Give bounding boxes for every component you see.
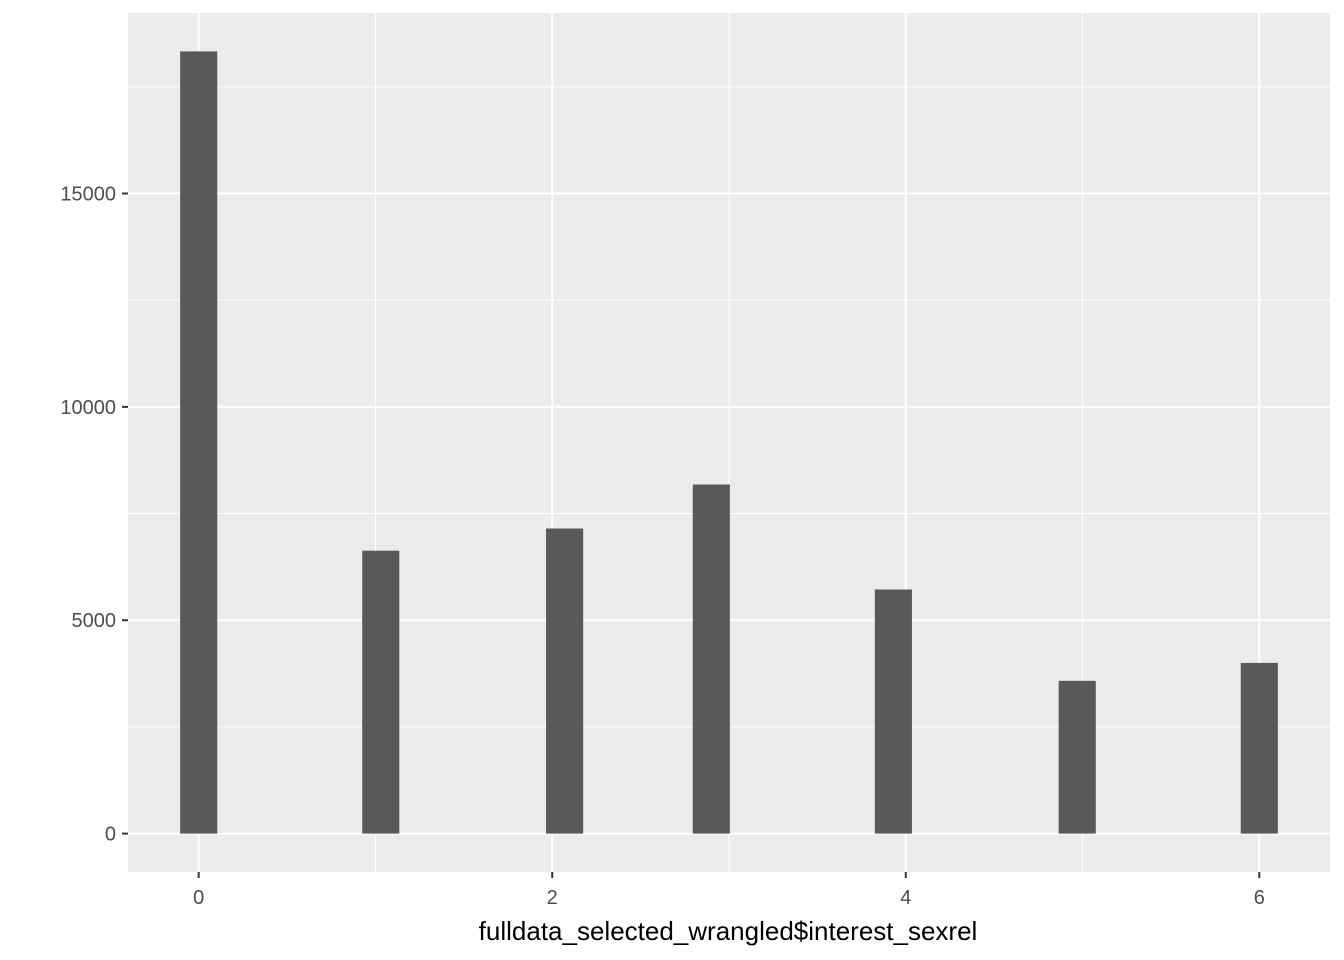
- x-axis: 0 2 4 6: [193, 872, 1265, 909]
- histogram-bar: [180, 51, 218, 834]
- histogram-bar: [362, 550, 400, 834]
- histogram-bar: [1058, 680, 1096, 834]
- x-tick-label: 6: [1254, 887, 1265, 909]
- bars: [180, 51, 1278, 834]
- histogram-bar: [874, 589, 912, 834]
- x-tick-label: 2: [547, 887, 558, 909]
- y-tick-label: 5000: [72, 610, 117, 632]
- x-tick-label: 0: [193, 887, 204, 909]
- x-tick-label: 4: [900, 887, 911, 909]
- histogram-bar: [546, 528, 584, 834]
- y-tick-label: 15000: [60, 184, 116, 206]
- histogram-bar: [692, 484, 730, 834]
- y-axis: 0 5000 10000 15000: [60, 184, 128, 846]
- y-tick-label: 0: [105, 824, 116, 846]
- histogram-bar: [1240, 662, 1278, 834]
- x-axis-title: fulldata_selected_wrangled$interest_sexr…: [479, 916, 978, 946]
- y-tick-label: 10000: [60, 397, 116, 419]
